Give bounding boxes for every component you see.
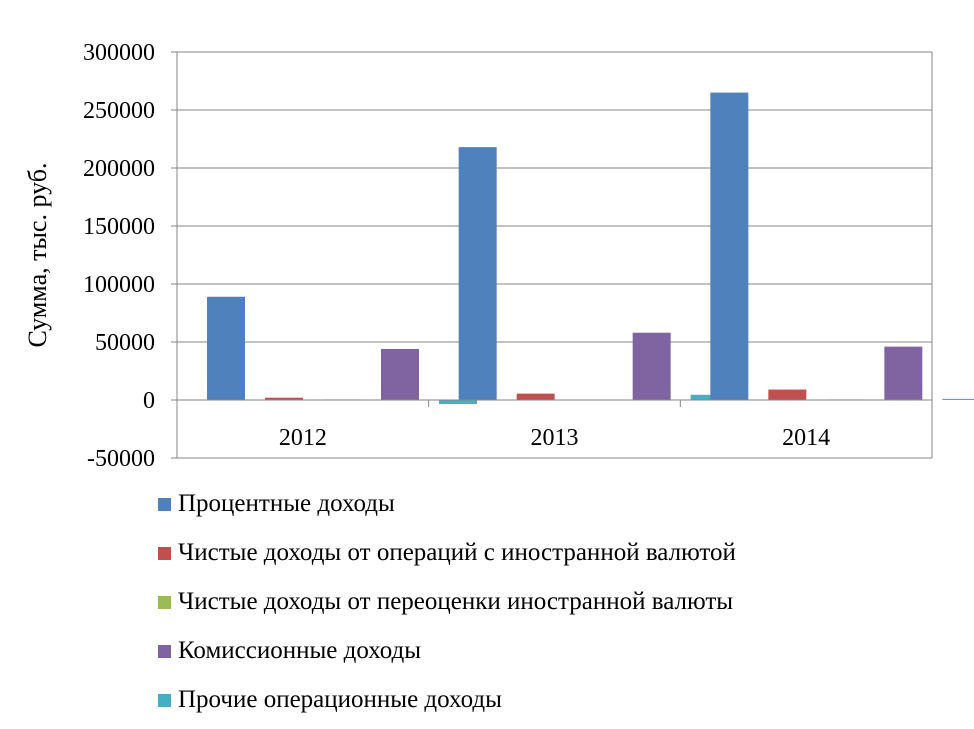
legend-label: Процентные доходы	[178, 490, 395, 517]
legend-label: Чистые доходы от переоценки иностранной …	[178, 588, 733, 615]
legend-swatch	[158, 547, 171, 560]
y-tick-label: 50000	[95, 330, 155, 356]
bar	[690, 394, 729, 400]
bars	[207, 92, 974, 405]
bar	[768, 389, 807, 400]
bar	[381, 348, 419, 400]
legend-label: Прочие операционные доходы	[178, 686, 502, 713]
bar	[207, 296, 245, 400]
y-tick-label: 250000	[83, 98, 155, 124]
bar	[439, 400, 477, 405]
legend-swatch	[158, 498, 171, 511]
bar	[458, 147, 497, 400]
y-axis-title: Сумма, тыс. руб.	[23, 162, 52, 347]
bar	[884, 346, 923, 400]
legend-label: Комиссионные доходы	[178, 637, 421, 664]
y-tick-label: 150000	[83, 214, 155, 240]
y-tick-label: 300000	[83, 40, 155, 66]
x-category-label: 2013	[531, 425, 579, 451]
legend: Процентные доходы Чистые доходы от операц…	[158, 490, 736, 713]
legend-swatch	[158, 596, 171, 609]
y-tick-label: -50000	[87, 446, 155, 472]
bar	[516, 393, 555, 400]
legend-swatch	[158, 645, 171, 658]
legend-swatch	[158, 694, 171, 707]
axes	[171, 51, 933, 459]
y-axis-tick-labels: 300000 250000 200000 150000 100000 50000 0 -500…	[83, 40, 155, 472]
y-tick-label: 200000	[83, 156, 155, 182]
bar	[942, 398, 974, 400]
x-category-label: 2014	[782, 425, 830, 451]
legend-label: Чистые доходы от операций с иностранной …	[178, 539, 736, 566]
x-category-label: 2012	[279, 425, 327, 451]
y-tick-label: 100000	[83, 272, 155, 298]
y-tick-label: 0	[143, 388, 155, 414]
bar	[710, 92, 749, 400]
x-axis-category-labels: 2012 2013 2014	[279, 425, 830, 451]
bar	[265, 397, 303, 400]
bar	[632, 332, 671, 400]
